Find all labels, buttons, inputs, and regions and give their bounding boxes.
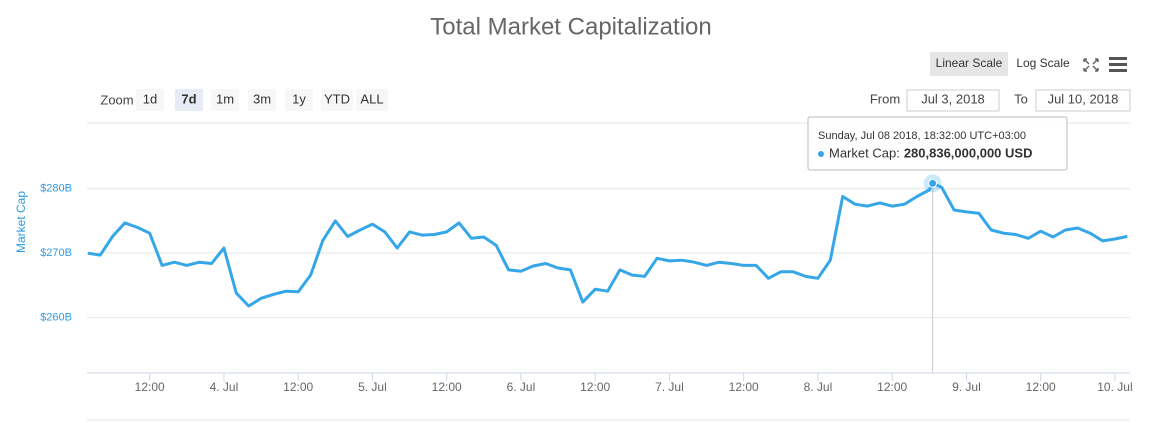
- x-tick-label: 10. Jul: [1097, 380, 1132, 394]
- x-tick-label: 12:00: [877, 380, 907, 394]
- zoom-button-label[interactable]: 3m: [253, 91, 271, 106]
- from-label: From: [870, 91, 900, 106]
- chart-title: Total Market Capitalization: [430, 13, 711, 40]
- x-tick-label: 6. Jul: [507, 380, 536, 394]
- scale-button[interactable]: [930, 52, 1008, 76]
- zoom-button[interactable]: [248, 89, 276, 111]
- to-value[interactable]: Jul 10, 2018: [1048, 91, 1119, 106]
- zoom-button-label[interactable]: YTD: [324, 91, 350, 106]
- to-label: To: [1014, 91, 1028, 106]
- tooltip-header: Sunday, Jul 08 2018, 18:32:00 UTC+03:00: [818, 130, 1026, 142]
- fullscreen-icon[interactable]: [1083, 58, 1099, 72]
- fullscreen-glyph[interactable]: [1083, 58, 1099, 72]
- from-input[interactable]: [906, 89, 1000, 112]
- zoom-button-label[interactable]: 1y: [292, 91, 306, 106]
- x-tick-label: 12:00: [135, 380, 165, 394]
- to-input[interactable]: [1035, 89, 1131, 112]
- zoom-button[interactable]: [211, 89, 239, 111]
- hover-point: [928, 178, 938, 188]
- x-tick-label: 9. Jul: [952, 380, 981, 394]
- x-tick-label: 8. Jul: [804, 380, 833, 394]
- x-tick-label: 12:00: [283, 380, 313, 394]
- zoom-button-label[interactable]: 1m: [216, 91, 234, 106]
- scale-button-label[interactable]: Log Scale: [1016, 56, 1070, 70]
- menu-bar[interactable]: [1109, 57, 1127, 60]
- zoom-button[interactable]: [356, 89, 388, 111]
- line-series: [87, 181, 1128, 308]
- zoom-button[interactable]: [175, 89, 203, 111]
- y-tick-label: $270B: [40, 247, 72, 259]
- menu-icon[interactable]: [1109, 57, 1127, 72]
- tooltip-dot: [818, 151, 824, 157]
- zoom-label: Zoom: [100, 92, 133, 107]
- x-tick-label: 12:00: [729, 380, 759, 394]
- y-tick-label: $260B: [40, 311, 72, 323]
- x-tick-label: 5. Jul: [358, 380, 387, 394]
- tooltip-label: Market Cap:: [829, 145, 900, 160]
- menu-bar[interactable]: [1109, 63, 1127, 66]
- x-tick-label: 12:00: [432, 380, 462, 394]
- x-tick-label: 4. Jul: [210, 380, 239, 394]
- zoom-button[interactable]: [321, 89, 353, 111]
- zoom-button[interactable]: [136, 89, 164, 111]
- x-tick-label: 12:00: [1026, 380, 1056, 394]
- tooltip-value: 280,836,000,000 USD: [904, 145, 1033, 160]
- scale-button-label[interactable]: Linear Scale: [936, 56, 1003, 70]
- tooltip: Sunday, Jul 08 2018, 18:32:00 UTC+03:00 M…: [807, 116, 1068, 171]
- x-tick-label: 7. Jul: [655, 380, 684, 394]
- tooltip-box: [807, 116, 1068, 171]
- from-value[interactable]: Jul 3, 2018: [921, 91, 985, 106]
- zoom-button-label[interactable]: ALL: [360, 91, 383, 106]
- zoom-button-label[interactable]: 7d: [181, 91, 196, 106]
- menu-bar[interactable]: [1109, 69, 1127, 72]
- y-axis-title: Market Cap: [14, 191, 28, 253]
- zoom-button-label[interactable]: 1d: [143, 91, 157, 106]
- zoom-button[interactable]: [285, 89, 313, 111]
- y-tick-label: $280B: [40, 183, 72, 195]
- x-tick-label: 12:00: [580, 380, 610, 394]
